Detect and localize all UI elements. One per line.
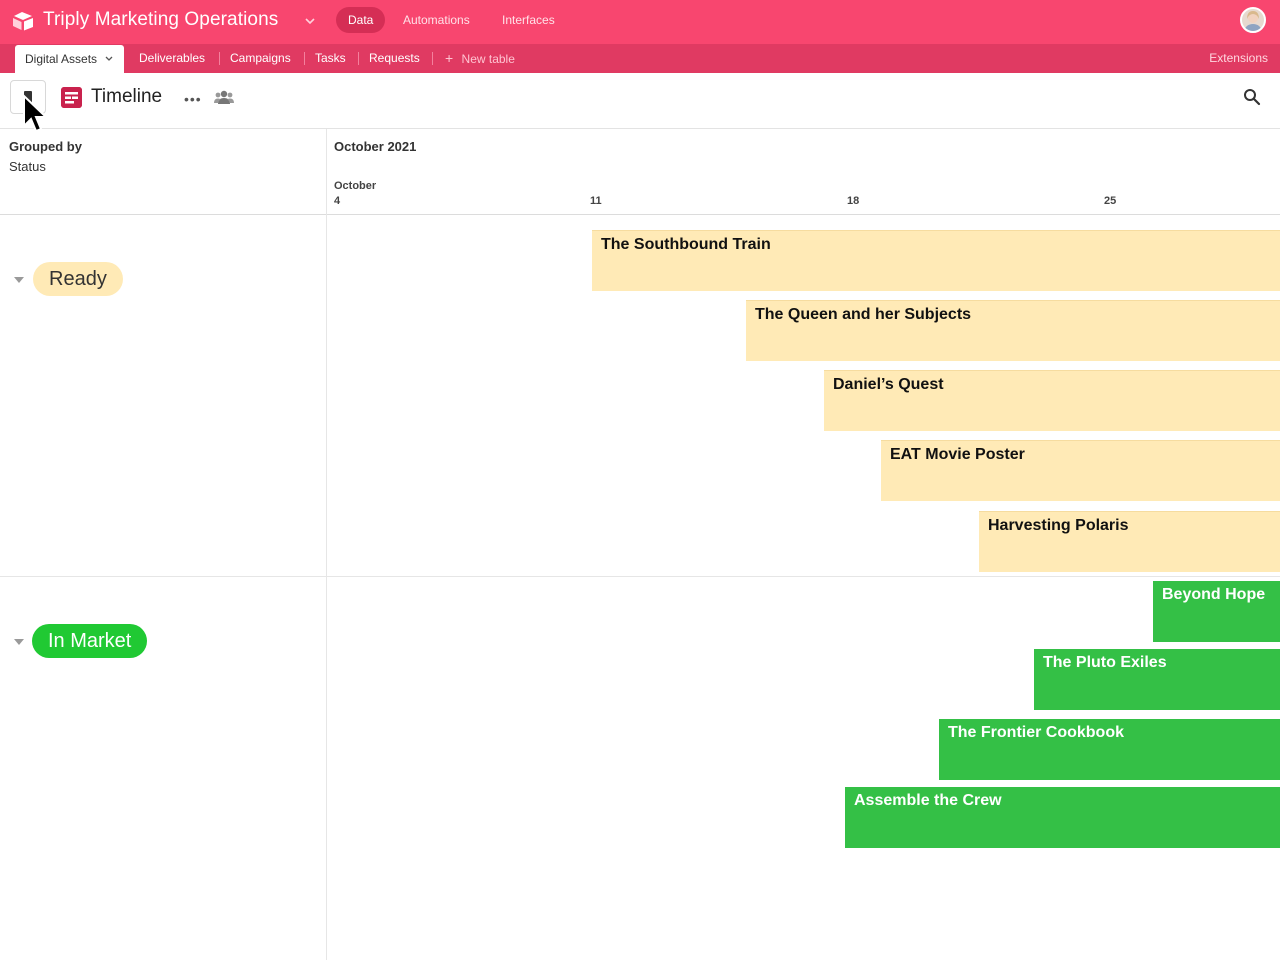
sidebar-icon [24, 91, 32, 103]
user-avatar-icon [1244, 11, 1262, 31]
tab-divider [358, 52, 359, 65]
timeline-record[interactable]: Daniel’s Quest [824, 370, 1280, 431]
timeline-record[interactable]: The Pluto Exiles [1034, 649, 1280, 710]
nav-interfaces[interactable]: Interfaces [502, 13, 555, 27]
tab-digital-assets[interactable]: Digital Assets [15, 45, 125, 73]
grouped-by-value: Status [9, 159, 46, 174]
status-pill-ready: Ready [33, 262, 123, 296]
table-tabs-bar: Digital Assets Deliverables Campaigns Ta… [0, 44, 1280, 73]
record-title: The Queen and her Subjects [755, 306, 972, 323]
timeline-date-header: October 2021 October 4 11 18 25 [327, 129, 1280, 215]
nav-data[interactable]: Data [336, 7, 386, 33]
record-title: Daniel’s Quest [833, 376, 944, 393]
record-title: Beyond Hope [1162, 586, 1266, 603]
extensions-button[interactable]: Extensions [1209, 51, 1268, 65]
week-month-label: October [334, 180, 377, 192]
tab-tasks[interactable]: Tasks [315, 51, 346, 65]
more-options-icon[interactable]: ••• [184, 91, 202, 107]
group-divider [0, 576, 1280, 577]
chevron-down-icon[interactable] [304, 16, 316, 26]
view-title[interactable]: Timeline [91, 86, 163, 107]
collaborators-icon[interactable] [214, 89, 234, 105]
week-label: 25 [1104, 195, 1117, 207]
week-label: 11 [590, 195, 602, 207]
record-title: The Frontier Cookbook [948, 724, 1124, 741]
record-title: Harvesting Polaris [988, 517, 1129, 534]
mouse-cursor-icon [23, 94, 48, 133]
collapse-caret-icon[interactable] [14, 277, 24, 283]
nav-automations[interactable]: Automations [403, 13, 470, 27]
grouped-by-label: Grouped by [9, 139, 82, 154]
month-label: October 2021 [334, 139, 417, 154]
record-title: Assemble the Crew [854, 792, 1002, 809]
timeline-record[interactable]: The Queen and her Subjects [746, 300, 1280, 361]
tab-requests[interactable]: Requests [369, 51, 420, 65]
tab-divider [432, 52, 433, 65]
tab-label: Digital Assets [25, 52, 98, 66]
record-title: EAT Movie Poster [890, 446, 1025, 463]
record-title: The Pluto Exiles [1043, 654, 1167, 671]
plus-icon: + [445, 50, 454, 66]
airtable-logo-icon[interactable] [12, 11, 34, 31]
tab-divider [219, 52, 220, 65]
top-app-bar: Triply Marketing Operations Data Automat… [0, 0, 1280, 44]
chevron-down-icon[interactable] [104, 55, 114, 63]
record-title: The Southbound Train [601, 236, 771, 253]
timeline-record[interactable]: EAT Movie Poster [881, 440, 1280, 501]
base-title[interactable]: Triply Marketing Operations [43, 9, 279, 30]
week-label: 18 [847, 195, 860, 207]
tab-deliverables[interactable]: Deliverables [139, 51, 206, 65]
timeline-record[interactable]: Beyond Hope [1153, 581, 1280, 642]
week-label: 4 [334, 195, 341, 207]
view-toolbar: Timeline ••• [0, 73, 1280, 129]
timeline-record[interactable]: The Southbound Train [592, 230, 1280, 291]
header-divider [0, 214, 1280, 215]
timeline-record[interactable]: The Frontier Cookbook [939, 719, 1280, 780]
grouping-header[interactable]: Grouped by Status [0, 129, 326, 215]
new-table-label: New table [461, 52, 515, 66]
collapse-caret-icon[interactable] [14, 639, 24, 645]
search-icon[interactable] [1243, 88, 1261, 106]
timeline-record[interactable]: Harvesting Polaris [979, 511, 1280, 572]
status-pill-in-market: In Market [32, 624, 148, 658]
timeline-view-icon [61, 87, 82, 108]
avatar[interactable] [1240, 7, 1266, 33]
tab-campaigns[interactable]: Campaigns [230, 51, 291, 65]
timeline-record[interactable]: Assemble the Crew [845, 787, 1280, 848]
tab-divider [304, 52, 305, 65]
new-table-button[interactable]: + New table [445, 44, 515, 73]
column-divider [326, 129, 327, 960]
